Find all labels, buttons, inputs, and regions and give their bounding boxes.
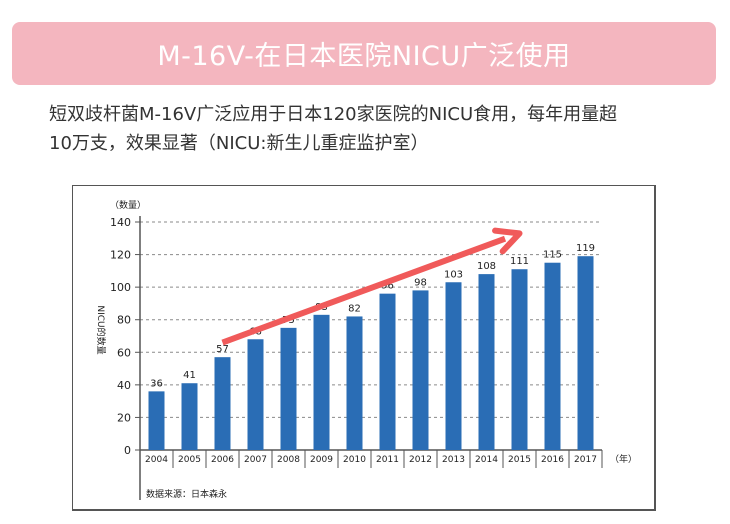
data-label: 82 bbox=[348, 303, 361, 314]
bar bbox=[148, 391, 165, 450]
x-tick-label: 2006 bbox=[211, 455, 234, 465]
data-label: 57 bbox=[216, 344, 229, 355]
y-tick-label: 0 bbox=[124, 444, 131, 457]
bar bbox=[445, 282, 462, 450]
bar bbox=[346, 316, 363, 450]
bar bbox=[181, 383, 198, 450]
y-tick-label: 120 bbox=[110, 249, 131, 262]
x-tick-label: 2007 bbox=[244, 455, 267, 465]
y-tick-label: 20 bbox=[117, 411, 131, 424]
x-tick-label: 2004 bbox=[145, 455, 168, 465]
y-unit-label: （数量） bbox=[110, 199, 146, 211]
trend-arrow-line bbox=[221, 235, 507, 346]
bar bbox=[412, 290, 429, 450]
x-unit-label: （年） bbox=[610, 453, 637, 465]
x-tick-label: 2017 bbox=[574, 455, 597, 465]
data-label: 41 bbox=[183, 370, 196, 381]
data-label: 111 bbox=[510, 256, 529, 267]
x-tick-label: 2011 bbox=[376, 455, 399, 465]
trend-arrow-head bbox=[492, 227, 523, 255]
data-label: 115 bbox=[543, 250, 562, 261]
bar bbox=[511, 269, 528, 450]
x-tick-label: 2005 bbox=[178, 455, 201, 465]
bar bbox=[214, 357, 231, 450]
y-tick-label: 140 bbox=[110, 216, 131, 229]
x-tick-label: 2015 bbox=[508, 455, 531, 465]
banner-title: M-16V-在日本医院NICU广泛使用 bbox=[157, 41, 571, 72]
bar bbox=[247, 339, 264, 450]
data-label: 98 bbox=[414, 277, 427, 288]
y-tick-label: 80 bbox=[117, 314, 131, 327]
data-label: 119 bbox=[576, 243, 595, 254]
y-tick-label: 100 bbox=[110, 281, 131, 294]
y-axis-title: NICU的数量 bbox=[95, 305, 107, 354]
x-tick-label: 2009 bbox=[310, 455, 333, 465]
y-tick-label: 60 bbox=[117, 346, 131, 359]
data-label: 96 bbox=[381, 281, 394, 292]
x-tick-label: 2013 bbox=[442, 455, 465, 465]
bar bbox=[577, 256, 594, 450]
bar bbox=[313, 314, 330, 450]
source-note: 数据来源：日本森永 bbox=[146, 488, 227, 500]
x-tick-label: 2016 bbox=[541, 455, 564, 465]
bar bbox=[379, 293, 396, 450]
description-line-2: 10万支，效果显著（NICU:新生儿重症监护室） bbox=[49, 133, 429, 154]
bar bbox=[478, 274, 495, 450]
data-label: 108 bbox=[477, 261, 496, 272]
x-tick-label: 2010 bbox=[343, 455, 366, 465]
data-label: 36 bbox=[150, 378, 163, 389]
x-tick-label: 2012 bbox=[409, 455, 432, 465]
y-tick-label: 40 bbox=[117, 379, 131, 392]
description-line-1: 短双歧杆菌M-16V广泛应用于日本120家医院的NICU食用，每年用量超 bbox=[49, 104, 618, 125]
bar bbox=[280, 327, 297, 450]
description: 短双歧杆菌M-16V广泛应用于日本120家医院的NICU食用，每年用量超 10万… bbox=[49, 100, 699, 158]
x-tick-label: 2008 bbox=[277, 455, 300, 465]
bar bbox=[544, 262, 561, 450]
title-banner: M-16V-在日本医院NICU广泛使用 bbox=[12, 22, 716, 85]
x-tick-label: 2014 bbox=[475, 455, 498, 465]
data-label: 103 bbox=[444, 269, 463, 280]
